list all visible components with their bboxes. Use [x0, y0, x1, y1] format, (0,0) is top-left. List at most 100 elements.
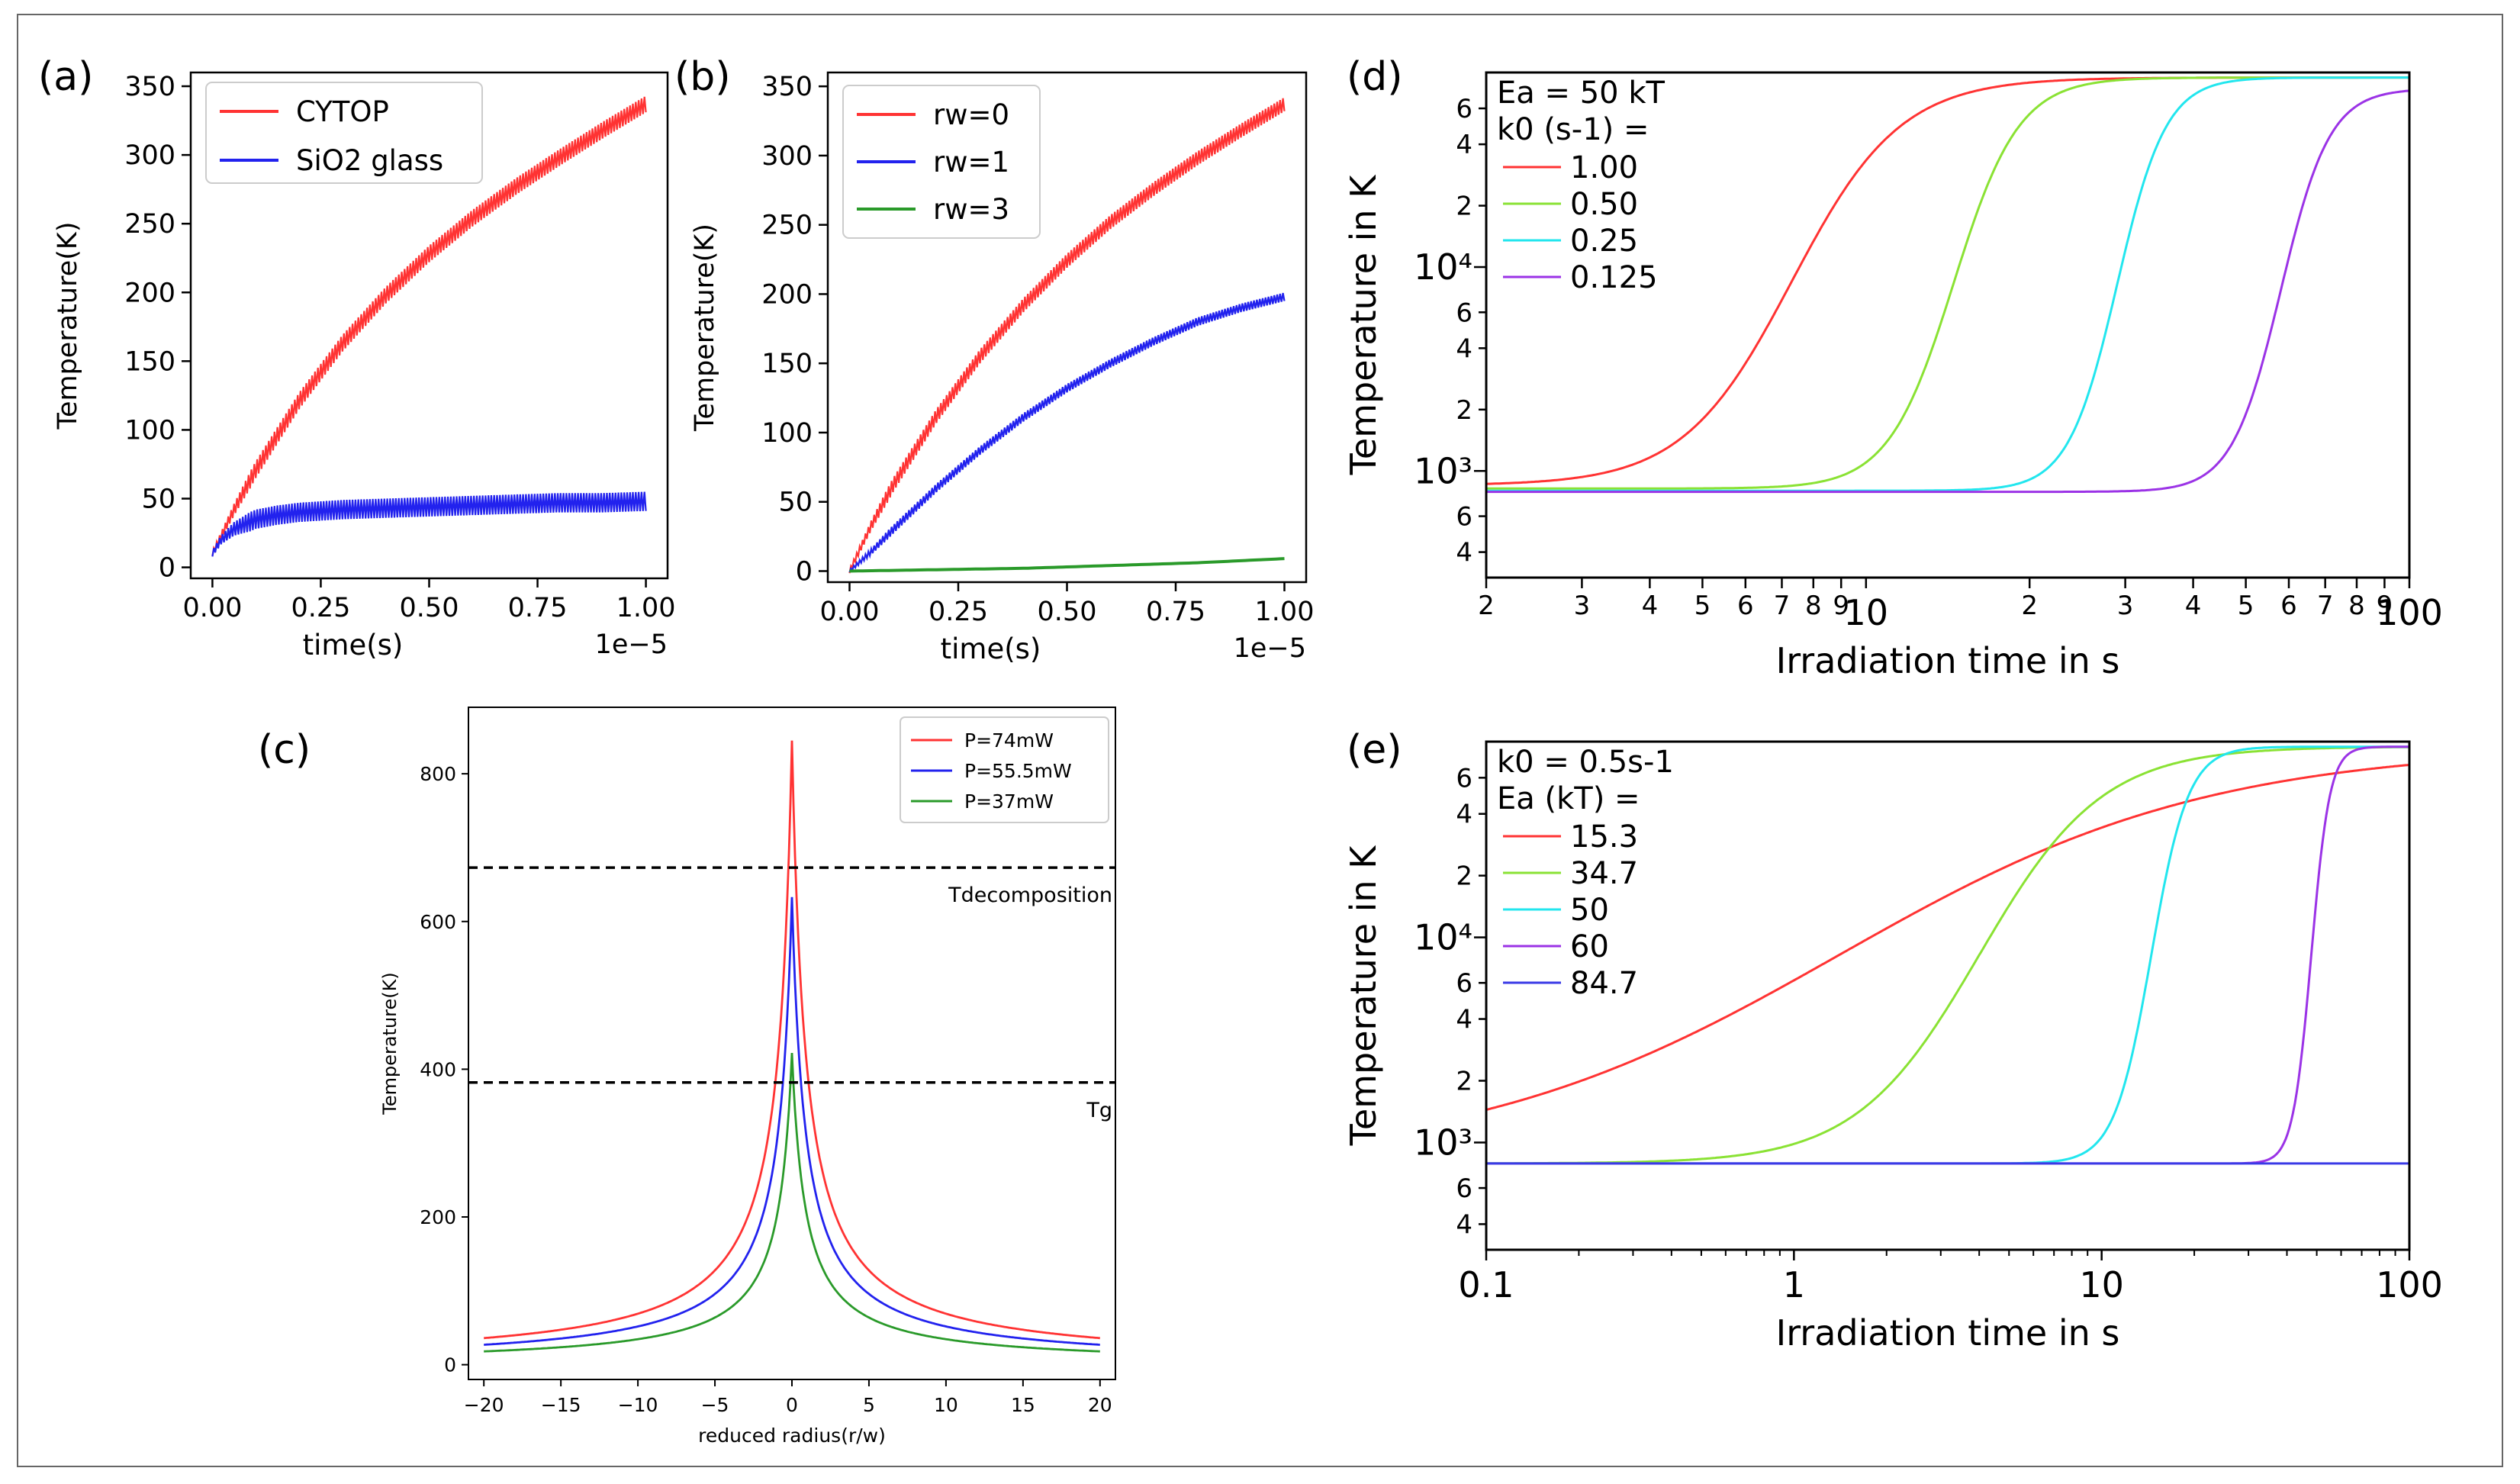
y-tick-label: 0: [444, 1354, 456, 1376]
x-tick-label: 20: [1088, 1394, 1112, 1416]
legend-label: P=55.5mW: [964, 760, 1072, 782]
legend-label: rw=1: [933, 146, 1009, 179]
panel-label: (d): [1347, 54, 1403, 100]
series-line-0.50: [1486, 76, 2409, 490]
x-tick-label: 6: [1737, 591, 1754, 621]
threshold-label: Tg: [1086, 1099, 1112, 1122]
series-line-rw=3: [849, 557, 1285, 573]
panel-label: (c): [258, 727, 311, 773]
series-line-15.3: [1485, 764, 2410, 1111]
series-line-rw=1: [848, 292, 1286, 573]
series-line-P=37mW: [484, 1053, 1100, 1353]
x-tick-label: 0.25: [929, 597, 988, 627]
y-axis-label: Temperature(K): [690, 224, 720, 432]
y-tick-label: 4: [1456, 1005, 1472, 1035]
panel-d: 2 3 4 5 6 7 8 910 2 3 4 5 6 7 8 91004610³24610⁴246Irrad…: [1343, 54, 2443, 681]
y-tick-label: 50: [778, 488, 813, 518]
y-tick-label: 250: [761, 211, 813, 241]
legend: CYTOP SiO2 glass: [205, 82, 483, 184]
y-tick-label: 6: [1456, 763, 1472, 794]
x-tick-label: 100: [2376, 592, 2443, 633]
x-axis-label: time(s): [941, 633, 1041, 665]
y-tick-label: 200: [761, 279, 813, 310]
y-tick-label: 10⁴: [1414, 246, 1472, 288]
x-tick-label: 1: [1783, 1264, 1805, 1305]
y-tick-label: 4: [1456, 130, 1472, 160]
y-tick-label: 2: [1456, 1066, 1472, 1096]
x-axis-label: Irradiation time in s: [1776, 1312, 2120, 1354]
x-tick-label: 0: [786, 1394, 798, 1416]
y-tick-label: 250: [124, 209, 175, 240]
x-tick-label: −5: [701, 1394, 729, 1416]
panel-label: (a): [38, 54, 93, 100]
legend-label: 0.50: [1570, 187, 1638, 222]
y-tick-label: 100: [124, 415, 175, 446]
x-tick-label: −20: [464, 1394, 504, 1416]
legend-label: 84.7: [1570, 966, 1638, 1001]
x-tick-label: 10: [1844, 592, 1889, 633]
series-line-rw=0: [848, 98, 1286, 574]
x-tick-label: 15: [1011, 1394, 1035, 1416]
x-tick-label: 5: [863, 1394, 875, 1416]
y-tick-label: 800: [420, 763, 456, 785]
x-tick-label: 10: [2079, 1264, 2124, 1305]
y-tick-label: 6: [1456, 502, 1472, 533]
legend-label: 15.3: [1570, 819, 1638, 855]
x-tick-label: 9: [2377, 591, 2393, 621]
legend: P=74mW P=55.5mW P=37mW: [900, 716, 1109, 823]
y-axis-label: Temperature in K: [1343, 174, 1384, 476]
legend-header: k0 = 0.5s-1: [1497, 745, 1674, 780]
panel-b: 0.00 0.25 0.50 0.75 1.00 0 50 100 150 200 250 300 35…: [674, 54, 1314, 665]
legend-label: rw=3: [933, 193, 1009, 226]
y-tick-label: 300: [761, 141, 813, 172]
y-tick-label: 50: [141, 484, 175, 515]
y-tick-label: 10³: [1414, 450, 1472, 491]
x-tick-label: 1.00: [616, 593, 676, 623]
x-tick-label: 0.00: [182, 593, 242, 623]
x-tick-label: 0.75: [1146, 597, 1205, 627]
x-tick-label: 0.25: [291, 593, 350, 623]
x-axis-label: reduced radius(r/w): [698, 1424, 886, 1447]
y-tick-label: 6: [1456, 968, 1472, 999]
legend-label: 50: [1570, 893, 1609, 928]
x-tick-label: 7: [1774, 591, 1791, 621]
y-tick-label: 150: [124, 346, 175, 377]
x-tick-label: 10: [934, 1394, 958, 1416]
y-tick-label: 600: [420, 911, 456, 933]
y-tick-label: 200: [124, 278, 175, 308]
y-tick-label: 4: [1456, 1209, 1472, 1240]
legend-header: k0 (s-1) =: [1497, 112, 1649, 147]
x-tick-label: 4: [1642, 591, 1659, 621]
x-axis-label: time(s): [303, 629, 404, 662]
legend-label: 34.7: [1570, 856, 1638, 891]
x-tick-label: 6: [2280, 591, 2297, 621]
y-tick-label: 350: [124, 72, 175, 102]
y-axis-label: Temperature(K): [379, 972, 401, 1115]
x-tick-label: 0.75: [508, 593, 568, 623]
y-tick-label: 0: [159, 553, 175, 584]
y-tick-label: 6: [1456, 1173, 1472, 1204]
legend-label: 60: [1570, 929, 1609, 964]
y-tick-label: 350: [761, 72, 813, 102]
y-tick-label: 10³: [1414, 1122, 1472, 1163]
y-tick-label: 200: [420, 1206, 456, 1228]
figure-frame: [17, 14, 2503, 1467]
series-line-34.7: [1486, 745, 2409, 1165]
x-tick-label: 5: [2238, 591, 2254, 621]
x-tick-label: 5: [1694, 591, 1711, 621]
x-tick-label: 9: [1833, 591, 1849, 621]
legend-label: P=37mW: [964, 790, 1054, 813]
legend-label: 1.00: [1570, 150, 1638, 185]
x-tick-label: 0.50: [400, 593, 459, 623]
panel-label: (b): [674, 54, 731, 100]
series-line-P=74mW: [484, 740, 1100, 1340]
y-tick-label: 400: [420, 1058, 456, 1080]
y-axis-label: Temperature in K: [1343, 845, 1384, 1147]
y-tick-label: 100: [761, 418, 813, 449]
x-tick-label: 8: [2348, 591, 2365, 621]
y-tick-label: 0: [796, 556, 813, 587]
series-line-SiO2 glass: [211, 491, 647, 557]
